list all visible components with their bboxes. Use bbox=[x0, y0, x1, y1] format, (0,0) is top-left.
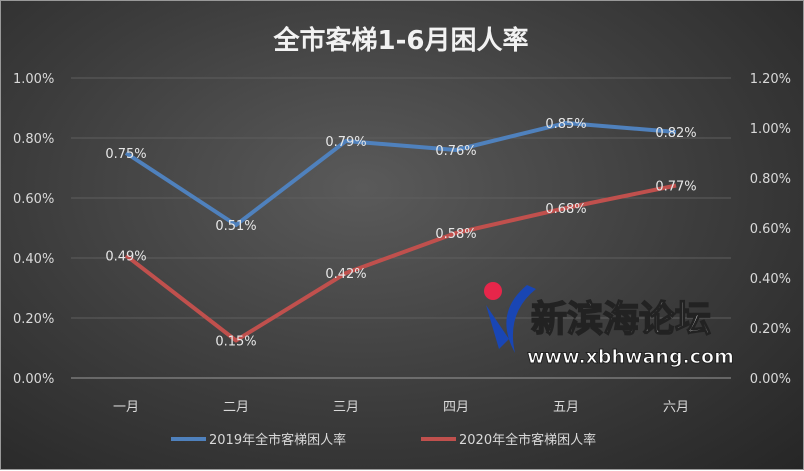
y-right-tick: 0.00% bbox=[750, 372, 791, 387]
data-label: 0.49% bbox=[105, 250, 146, 265]
data-label: 0.68% bbox=[545, 202, 586, 217]
x-tick: 三月 bbox=[333, 400, 359, 415]
watermark-text: 新滨海论坛 bbox=[531, 299, 711, 340]
y-right-tick: 1.00% bbox=[750, 122, 791, 137]
series-line-1 bbox=[124, 121, 677, 227]
watermark-arc-icon bbox=[506, 285, 536, 353]
watermark-dot-icon bbox=[484, 282, 502, 300]
y-left-tick: 0.80% bbox=[13, 132, 54, 147]
data-label: 0.15% bbox=[215, 335, 256, 350]
data-label: 0.51% bbox=[215, 219, 256, 234]
y-right-tick: 0.60% bbox=[750, 222, 791, 237]
y-right-tick: 0.40% bbox=[750, 272, 791, 287]
data-label: 0.85% bbox=[545, 117, 586, 132]
y-left-tick: 0.40% bbox=[13, 252, 54, 267]
y-left-tick: 1.00% bbox=[13, 72, 54, 87]
data-label: 0.82% bbox=[655, 126, 696, 141]
data-label: 0.77% bbox=[655, 180, 696, 195]
x-tick: 一月 bbox=[113, 400, 139, 415]
x-tick: 六月 bbox=[663, 400, 689, 415]
legend-label: 2019年全市客梯困人率 bbox=[209, 432, 346, 448]
watermark-logo: 新滨海论坛 www.xbhwang.com bbox=[484, 282, 734, 369]
y-right-tick: 0.20% bbox=[750, 322, 791, 337]
x-tick: 五月 bbox=[553, 400, 579, 415]
data-label: 0.79% bbox=[325, 135, 366, 150]
y-right-tick: 1.20% bbox=[750, 72, 791, 87]
chart-title: 全市客梯1-6月困人率 bbox=[273, 25, 529, 56]
x-tick: 四月 bbox=[443, 400, 469, 415]
y-left-tick: 0.00% bbox=[13, 372, 54, 387]
y-left-tick: 0.20% bbox=[13, 312, 54, 327]
data-label: 0.76% bbox=[435, 144, 476, 159]
data-label: 0.75% bbox=[105, 147, 146, 162]
x-tick: 二月 bbox=[223, 400, 249, 415]
series-line-2 bbox=[124, 183, 677, 343]
y-left-tick: 0.60% bbox=[13, 192, 54, 207]
watermark-stroke-icon bbox=[486, 305, 509, 349]
watermark-url: www.xbhwang.com bbox=[527, 346, 734, 368]
legend-label: 2020年全市客梯困人率 bbox=[459, 432, 596, 448]
data-label: 0.58% bbox=[435, 227, 476, 242]
data-label: 0.42% bbox=[325, 267, 366, 282]
y-right-tick: 0.80% bbox=[750, 172, 791, 187]
